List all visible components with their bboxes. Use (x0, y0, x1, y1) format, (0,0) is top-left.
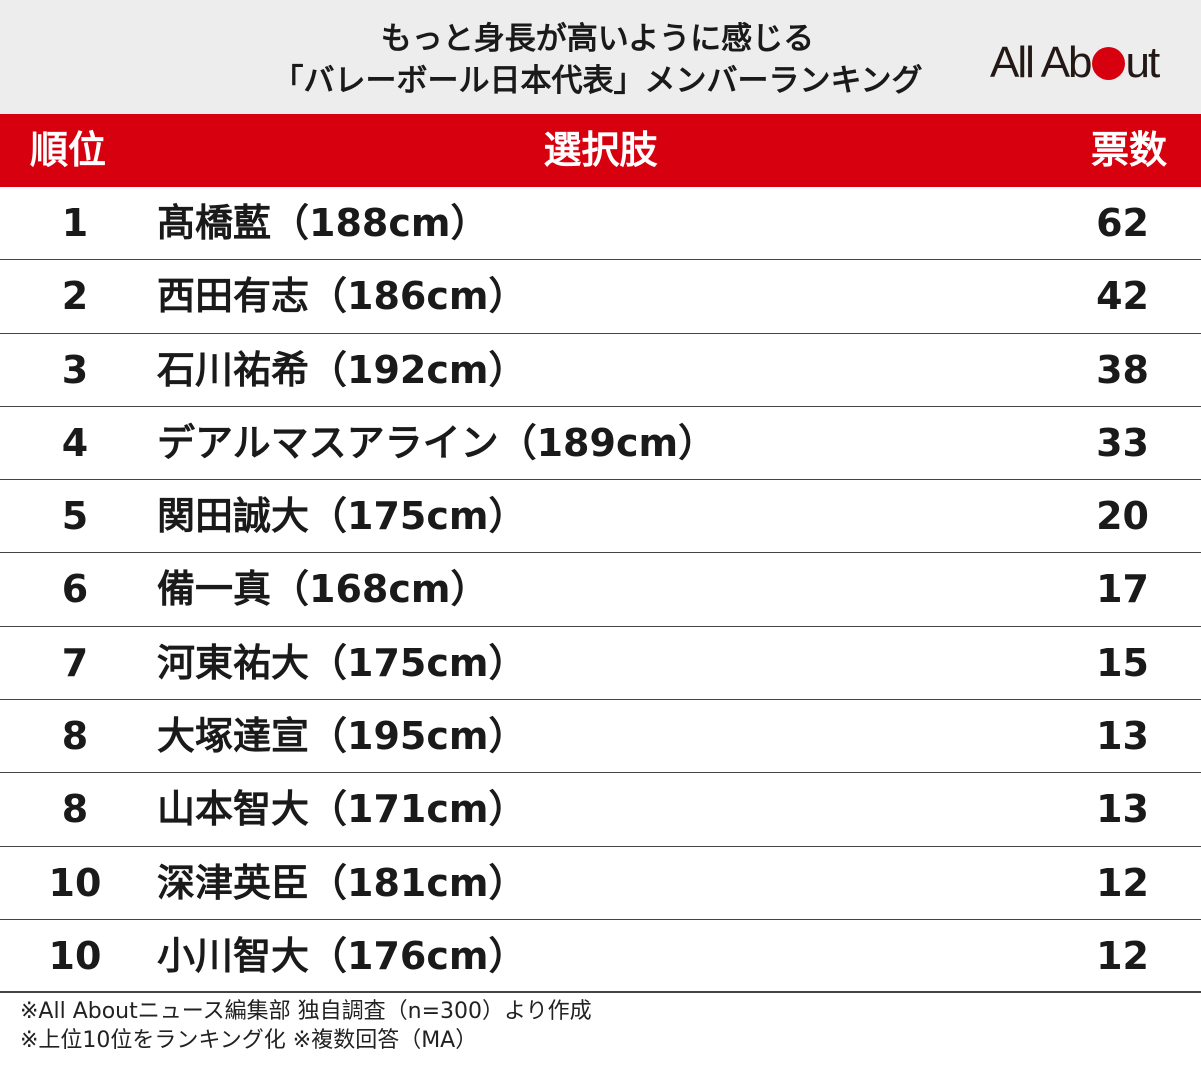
rank-cell: 10 (48, 860, 102, 905)
rank-cell: 2 (61, 274, 89, 319)
name-cell: 備一真（168cm） (157, 567, 489, 612)
page-header: もっと身長が高いように感じる 「バレーボール日本代表」メンバーランキング All… (0, 0, 1201, 114)
table-row: 10 深津英臣（181cm） 12 (0, 847, 1201, 920)
table-row: 2 西田有志（186cm） 42 (0, 260, 1201, 334)
rank-cell: 4 (61, 420, 89, 465)
table-row: 4 デアルマスアライン（189cm） 33 (0, 407, 1201, 481)
votes-cell: 62 (1096, 201, 1149, 245)
votes-cell: 12 (1096, 933, 1149, 978)
votes-cell: 13 (1096, 787, 1149, 832)
header-rank: 順位 (30, 128, 107, 172)
header-votes: 票数 (1090, 128, 1167, 172)
page-title-line2: 「バレーボール日本代表」メンバーランキング (272, 63, 923, 99)
votes-cell: 15 (1096, 640, 1149, 685)
votes-cell: 17 (1096, 567, 1149, 612)
name-cell: 山本智大（171cm） (157, 787, 527, 832)
table-row: 8 大塚達宣（195cm） 13 (0, 700, 1201, 774)
ranking-table: 1 髙橋藍（188cm） 62 2 西田有志（186cm） 42 3 石川祐希（… (0, 187, 1201, 994)
table-row: 7 河東祐大（175cm） 15 (0, 627, 1201, 701)
rank-cell: 1 (61, 201, 89, 245)
table-header: 選択肢 順位 票数 (0, 114, 1201, 187)
rank-cell: 5 (61, 494, 89, 539)
name-cell: 西田有志（186cm） (157, 274, 527, 319)
rank-cell: 6 (61, 567, 89, 612)
allabout-logo: All Ab ut (990, 38, 1160, 87)
header-name: 選択肢 (543, 128, 658, 172)
name-cell: デアルマスアライン（189cm） (157, 420, 717, 465)
votes-cell: 20 (1096, 494, 1149, 539)
votes-cell: 13 (1096, 714, 1149, 759)
footnote-method: ※上位10位をランキング化 ※複数回答（MA） (20, 1028, 478, 1053)
votes-cell: 42 (1096, 274, 1149, 319)
name-cell: 関田誠大（175cm） (157, 494, 527, 539)
rank-cell: 3 (61, 347, 89, 392)
name-cell: 石川祐希（192cm） (157, 347, 527, 392)
name-cell: 大塚達宣（195cm） (157, 714, 527, 759)
votes-cell: 12 (1096, 860, 1149, 905)
rank-cell: 7 (61, 640, 89, 685)
table-row: 8 山本智大（171cm） 13 (0, 773, 1201, 847)
name-cell: 小川智大（176cm） (157, 933, 527, 978)
name-cell: 深津英臣（181cm） (157, 860, 527, 905)
footnote-source: ※All Aboutニュース編集部 独自調査（n=300）より作成 (20, 999, 592, 1024)
name-cell: 河東祐大（175cm） (157, 640, 527, 685)
table-row: 5 関田誠大（175cm） 20 (0, 480, 1201, 554)
rank-cell: 8 (61, 787, 89, 832)
table-row: 3 石川祐希（192cm） 38 (0, 334, 1201, 407)
votes-cell: 33 (1096, 420, 1149, 465)
table-row: 1 髙橋藍（188cm） 62 (0, 187, 1201, 261)
table-row: 10 小川智大（176cm） 12 (0, 920, 1201, 994)
rank-cell: 10 (48, 933, 102, 978)
votes-cell: 38 (1096, 347, 1149, 392)
name-cell: 髙橋藍（188cm） (157, 201, 489, 245)
rank-cell: 8 (61, 714, 89, 759)
page-title-line1: もっと身長が高いように感じる (380, 21, 815, 57)
table-row: 6 備一真（168cm） 17 (0, 553, 1201, 627)
logo-dot-icon (1091, 47, 1125, 80)
